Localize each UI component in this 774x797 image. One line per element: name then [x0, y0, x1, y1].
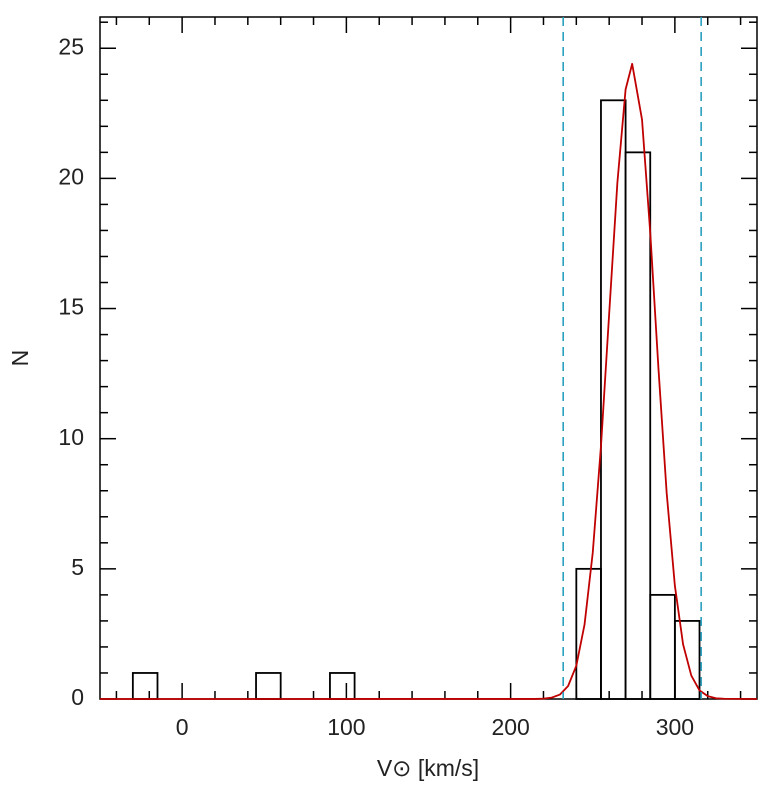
y-tick-label: 0: [71, 684, 84, 710]
y-tick-label: 25: [58, 33, 84, 59]
x-tick-label: 300: [656, 714, 694, 740]
x-tick-label: 0: [176, 714, 189, 740]
y-tick-label: 15: [58, 294, 84, 320]
histogram-bar: [624, 151, 652, 700]
y-axis-label: N: [7, 350, 33, 367]
histogram-bar: [131, 672, 159, 700]
fit-curve: [99, 62, 758, 700]
x-axis-label: V⊙ [km/s]: [377, 755, 479, 781]
x-tick-label: 200: [491, 714, 529, 740]
y-tick-label: 5: [71, 554, 84, 580]
y-tick-label: 10: [58, 424, 84, 450]
histogram-bar: [255, 672, 282, 700]
histogram-bar: [329, 672, 356, 700]
histogram-bar: [649, 593, 676, 700]
y-tick-label: 20: [58, 163, 84, 189]
histogram-bar: [673, 620, 701, 700]
x-tick-label: 100: [327, 714, 365, 740]
